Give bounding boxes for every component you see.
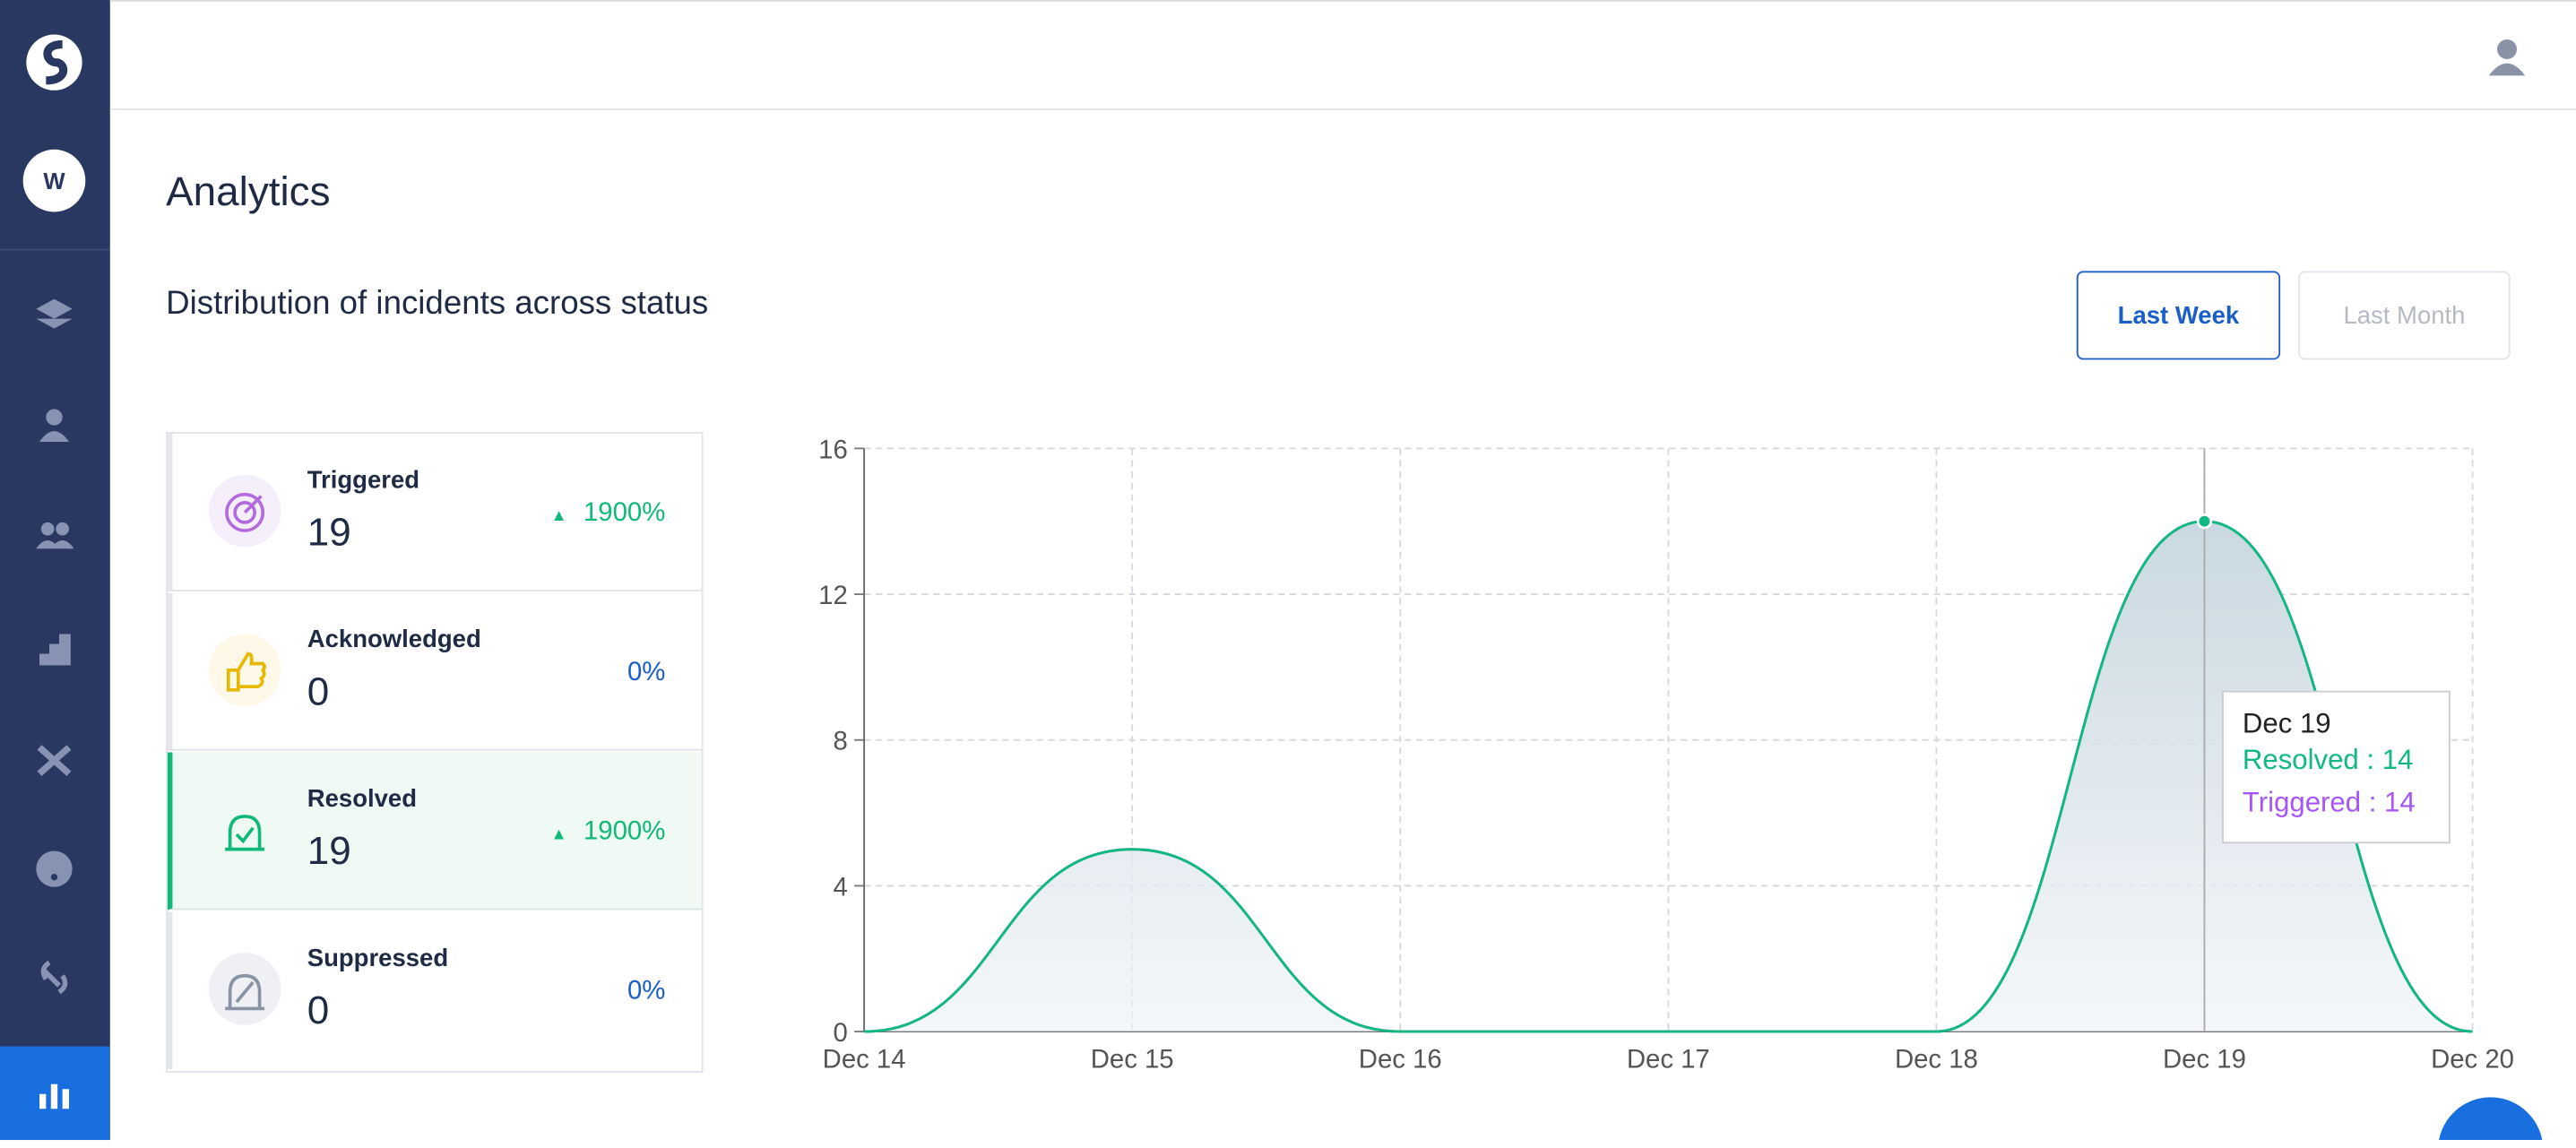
x-tick-label: Dec 18 — [1895, 1044, 1978, 1074]
status-card[interactable]: Triggered 19 ▲ 1900% — [167, 433, 702, 591]
status-card[interactable]: Suppressed 0 0% — [167, 911, 702, 1070]
status-card-selected[interactable]: Resolved 19 ▲ 1900% — [167, 752, 702, 911]
x-tick-label: Dec 17 — [1627, 1044, 1710, 1074]
status-card[interactable]: Acknowledged 0 0% — [167, 592, 702, 751]
status-label: Resolved — [307, 785, 418, 814]
area-line — [864, 520, 2473, 1033]
tooltip-line: Triggered : 14 — [2243, 786, 2416, 817]
y-tick-label: 0 — [833, 1018, 847, 1048]
active-point — [2196, 514, 2213, 530]
x-tick-label: Dec 19 — [2163, 1044, 2246, 1074]
change-value: 1900% — [583, 817, 666, 846]
page-title: Analytics — [166, 168, 331, 216]
suppressed-icon — [208, 953, 281, 1025]
status-change: ▲ 1900% — [550, 499, 666, 528]
sidebar-icons: W — [0, 34, 110, 1141]
change-value: 1900% — [583, 499, 666, 528]
status-change: ▲ 1900% — [550, 817, 666, 846]
nav-team[interactable] — [40, 522, 55, 536]
triggered-icon — [208, 474, 281, 548]
status-change: 0% — [627, 977, 666, 1006]
nav-integrations[interactable] — [40, 960, 68, 995]
y-tick-label: 4 — [833, 872, 847, 902]
tooltip-box — [2222, 690, 2451, 844]
workspace-letter: W — [43, 169, 65, 194]
top-bar — [109, 0, 2576, 110]
profile-icon[interactable] — [2487, 38, 2527, 77]
y-tick-label: 12 — [818, 581, 848, 610]
status-count: 0 — [307, 988, 330, 1033]
sidebar: W — [0, 0, 110, 1141]
status-count: 0 — [307, 669, 330, 715]
y-tick-label: 16 — [818, 435, 848, 464]
workspace-avatar[interactable] — [22, 149, 86, 212]
nav-tools[interactable] — [37, 745, 72, 777]
x-tick-label: Dec 16 — [1359, 1044, 1442, 1074]
nav-layers[interactable] — [36, 298, 73, 329]
chat-button[interactable] — [2438, 1097, 2543, 1141]
section-title: Distribution of incidents across status — [166, 285, 709, 323]
nav-escalation[interactable] — [39, 634, 71, 666]
tooltip-title: Dec 19 — [2243, 707, 2331, 738]
status-label: Suppressed — [307, 944, 449, 973]
status-count: 19 — [307, 511, 351, 556]
nav-user[interactable] — [46, 409, 63, 426]
x-tick-label: Dec 20 — [2431, 1044, 2514, 1074]
area-fill — [864, 521, 2473, 1032]
status-change: 0% — [627, 658, 666, 687]
tooltip-line: Resolved : 14 — [2243, 744, 2413, 775]
status-label: Acknowledged — [307, 626, 481, 654]
status-label: Triggered — [307, 466, 420, 495]
acknowledged-icon — [208, 634, 281, 707]
resolved-icon — [209, 793, 281, 866]
x-tick-label: Dec 14 — [823, 1044, 906, 1074]
status-list: Triggered 19 ▲ 1900% Acknowledged 0 0% Re… — [166, 432, 704, 1073]
x-tick-label: Dec 15 — [1091, 1044, 1174, 1074]
last-week-button[interactable]: Last Week — [2076, 271, 2281, 360]
last-month-button[interactable]: Last Month — [2298, 271, 2511, 360]
status-count: 19 — [307, 829, 351, 875]
y-tick-label: 8 — [833, 727, 847, 756]
nav-history[interactable] — [36, 850, 73, 887]
